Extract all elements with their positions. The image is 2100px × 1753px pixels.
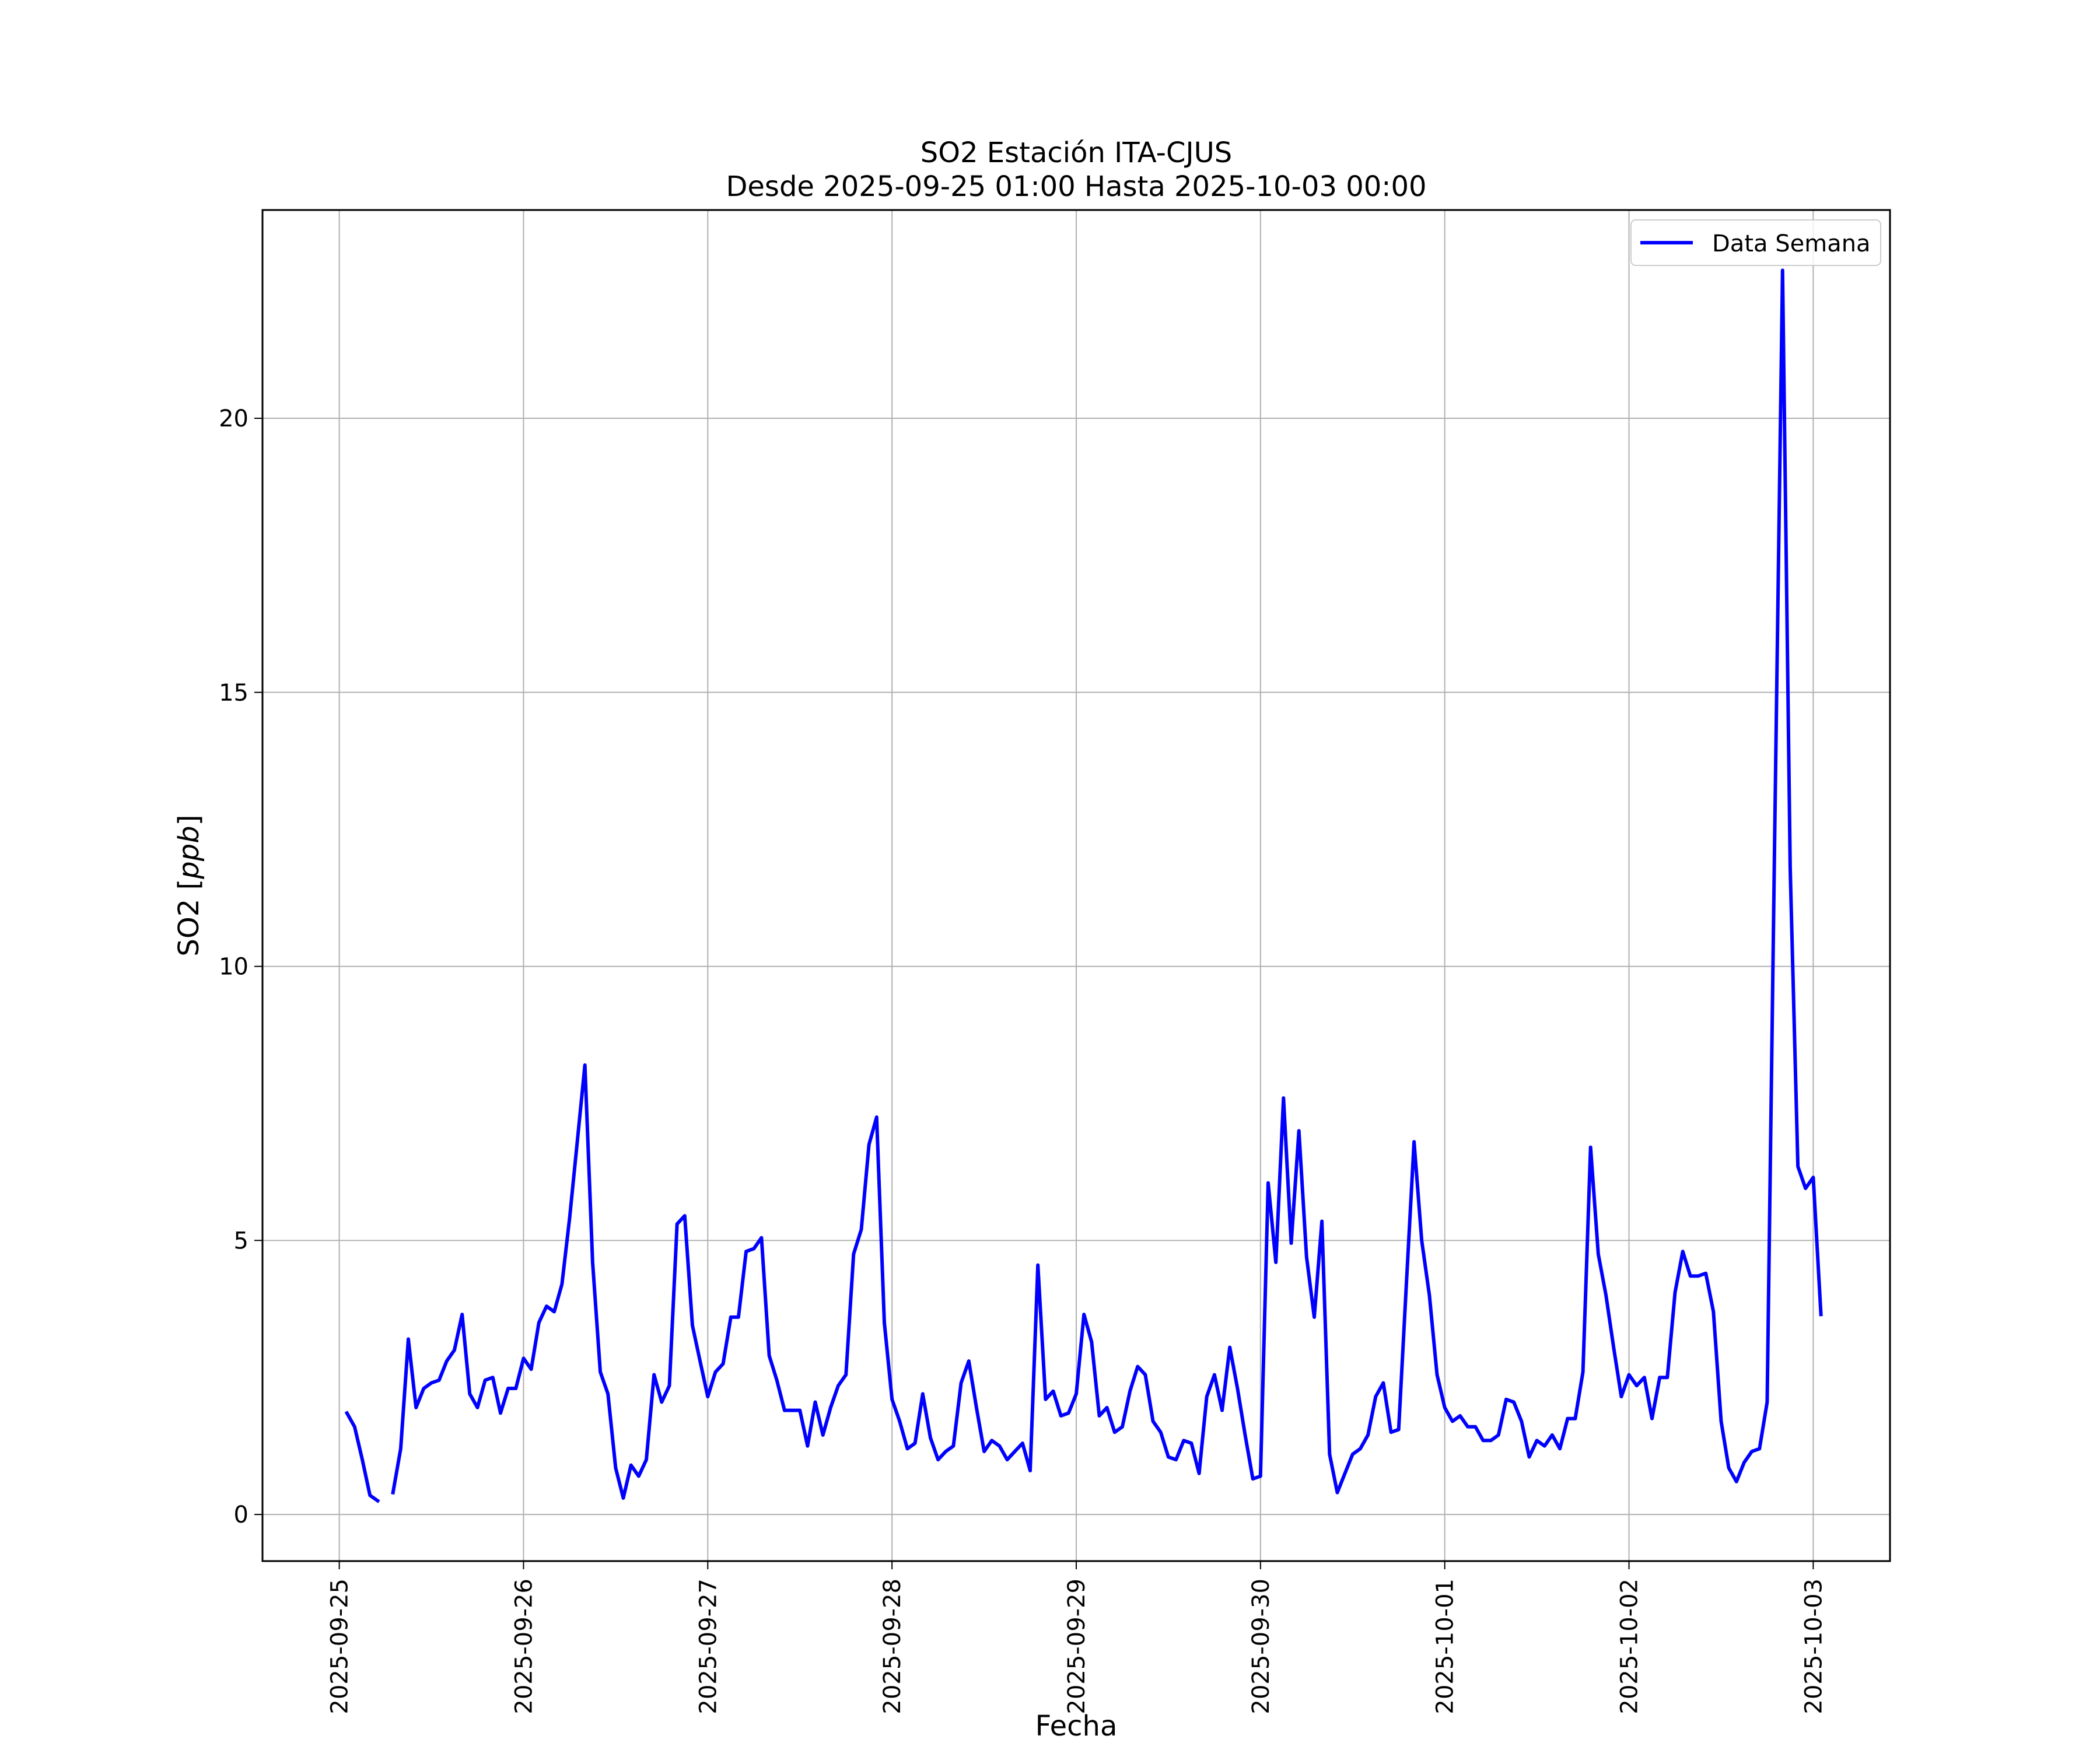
y-tick-label: 15 [219, 680, 249, 706]
y-tick-label: 5 [234, 1227, 249, 1254]
x-tick-label: 2025-09-27 [695, 1579, 722, 1714]
x-axis-label: Fecha [1035, 1710, 1118, 1742]
x-tick-label: 2025-09-25 [327, 1579, 354, 1714]
axis-ticks: 2025-09-25 2025-09-26 2025-09-27 2025-09-28… [219, 405, 1827, 1714]
series-line-segment [391, 268, 1823, 1500]
series-line-segment [344, 1411, 380, 1503]
x-tick-label: 2025-10-03 [1800, 1579, 1827, 1714]
y-tick-label: 0 [234, 1502, 249, 1528]
x-tick-label: 2025-10-02 [1616, 1579, 1643, 1714]
x-tick-label: 2025-09-26 [510, 1579, 537, 1714]
chart-subtitle: Desde 2025-09-25 01:00 Hasta 2025-10-03 … [726, 170, 1426, 203]
series-layer [344, 268, 1823, 1503]
y-axis-unit: ppb [173, 825, 205, 879]
chart-title: SO2 Estación ITA-CJUS [921, 137, 1233, 169]
legend: Data Semana [1630, 219, 1881, 266]
x-tick-label: 2025-10-01 [1432, 1579, 1459, 1714]
legend-label-data-semana: Data Semana [1712, 230, 1871, 257]
x-tick-label: 2025-09-28 [879, 1579, 906, 1714]
x-tick-label: 2025-09-29 [1063, 1579, 1090, 1714]
y-tick-label: 10 [219, 954, 249, 981]
y-axis-label: SO2 [ppb] [173, 815, 205, 957]
legend-box [1630, 219, 1881, 266]
grid [262, 210, 1890, 1561]
x-tick-label: 2025-09-30 [1248, 1579, 1275, 1714]
y-tick-label: 20 [219, 405, 249, 432]
